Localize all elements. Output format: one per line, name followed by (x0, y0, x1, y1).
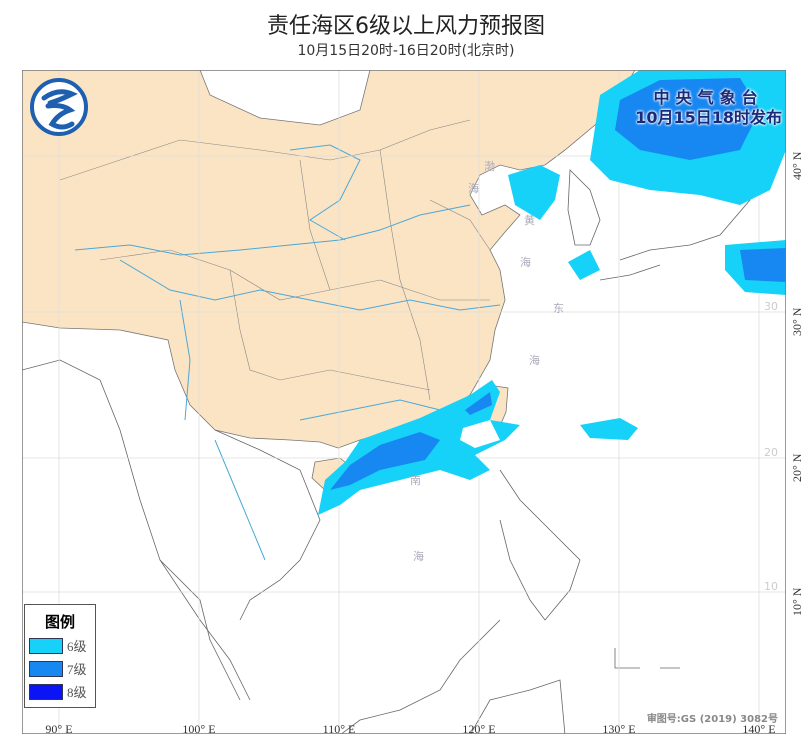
lat-label: 30° N (790, 307, 804, 336)
legend-swatch (29, 660, 63, 677)
legend-swatch (29, 637, 63, 654)
lon-label: 140° E (742, 722, 776, 736)
legend-title: 图例 (44, 613, 75, 631)
lat-label: 40° N (790, 151, 804, 180)
sea-label: 海 (468, 182, 479, 195)
legend-item: 6级 (29, 636, 95, 655)
lon-label: 120° E (462, 722, 496, 736)
legend-swatch (29, 683, 63, 700)
legend-label: 7级 (67, 662, 87, 677)
lat-label: 10° N (790, 587, 804, 616)
cma-logo (30, 78, 88, 136)
sea-label: 黄 (524, 214, 535, 227)
sea-label: 渤 (484, 160, 495, 173)
issue-time: 10月15日18时发布 (635, 108, 782, 127)
issuer-block: 中央气象台 10月15日18时发布 (635, 88, 782, 128)
legend-item: 7级 (29, 659, 95, 678)
grid-label: 30 (764, 300, 778, 313)
sea-label: 东 (553, 302, 564, 315)
grid-label: 20 (764, 446, 778, 459)
map-approval-number: 审图号:GS (2019) 3082号 (646, 714, 778, 725)
sea-label: 南 (410, 474, 421, 487)
lon-label: 130° E (602, 722, 636, 736)
sea-label: 海 (529, 354, 540, 367)
map-title: 责任海区6级以上风力预报图 (267, 14, 545, 39)
lat-label: 20° N (790, 453, 804, 482)
sea-label: 海 (413, 550, 424, 563)
lon-label: 90° E (45, 722, 73, 736)
grid-label: 10 (764, 580, 778, 593)
sea-label: 海 (520, 256, 531, 269)
legend-item: 8级 (29, 682, 95, 701)
lon-label: 110° E (322, 722, 356, 736)
legend: 图例 6级 7级 8级 (24, 604, 96, 708)
legend-label: 6级 (67, 639, 87, 654)
lon-label: 100° E (182, 722, 216, 736)
wind-level-7-areas (330, 78, 786, 490)
issuer-name: 中央气象台 (653, 88, 764, 107)
legend-label: 8级 (67, 685, 87, 700)
map-subtitle: 10月15日20时-16日20时(北京时) (297, 43, 515, 59)
